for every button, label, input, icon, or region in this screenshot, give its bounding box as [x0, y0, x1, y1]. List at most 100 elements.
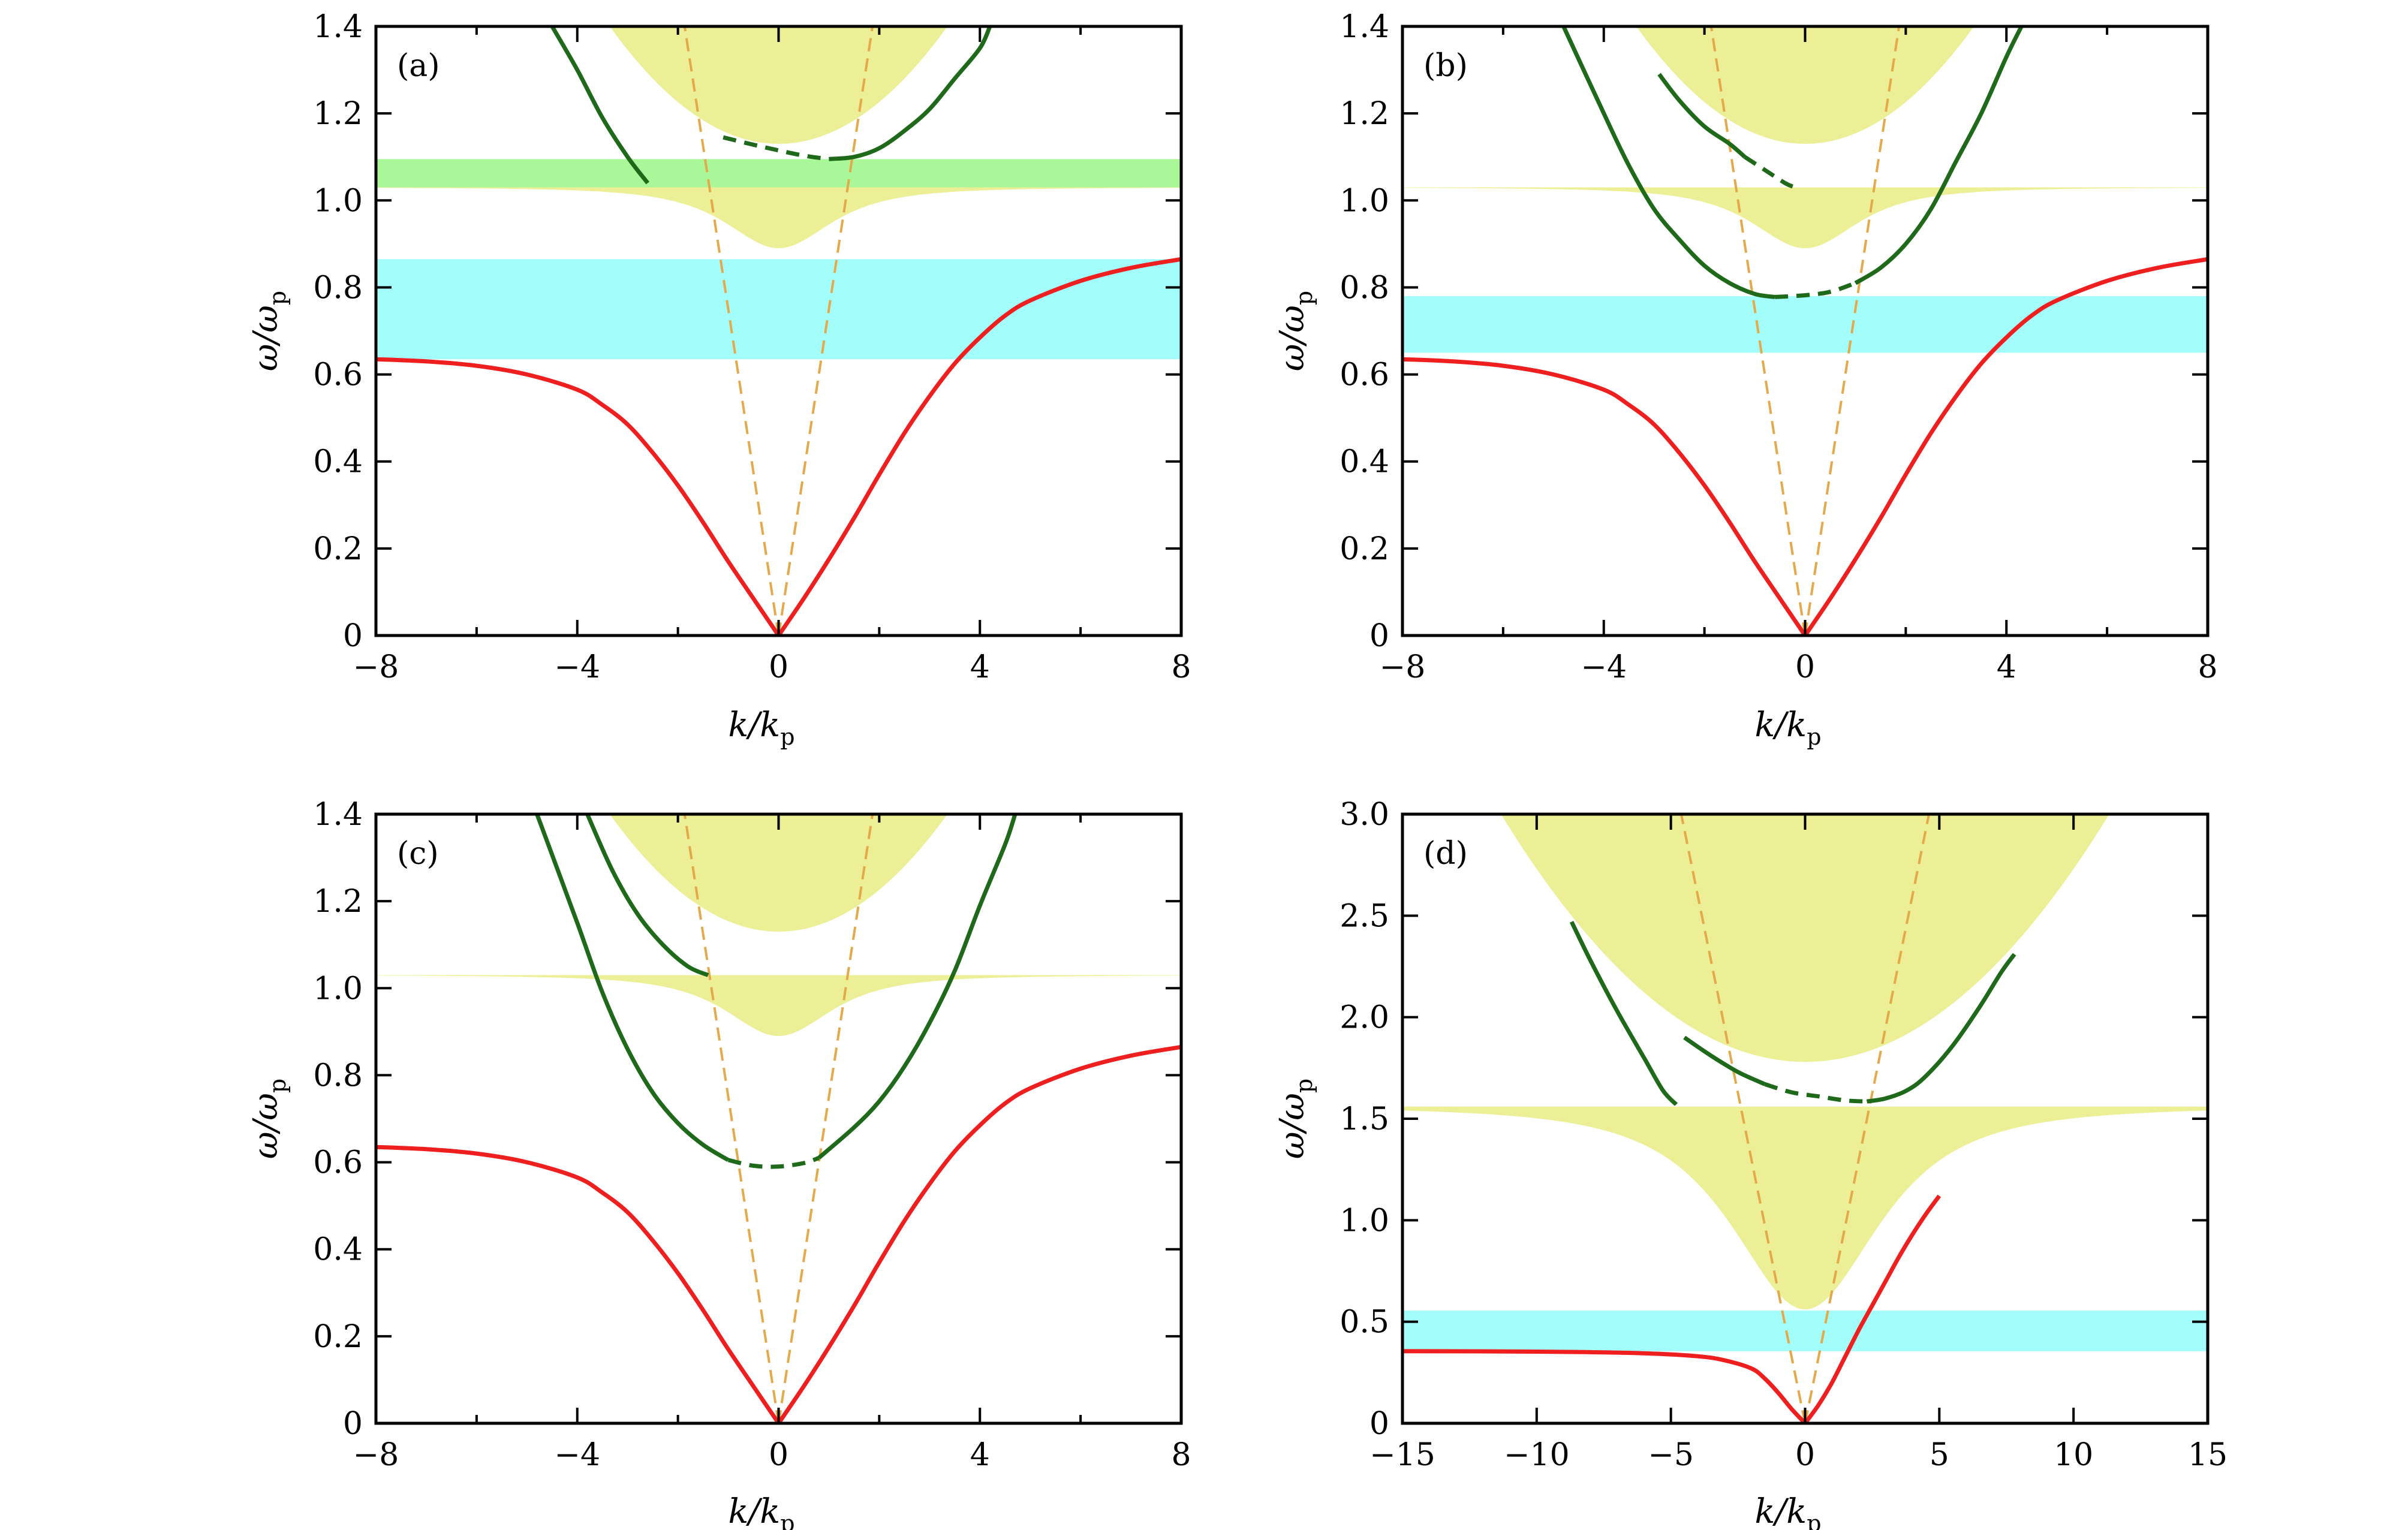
- panel-d-clipped-layer: [1402, 814, 2208, 1423]
- panel-d-ticks: [1401, 813, 2209, 1424]
- panel-b-tick-labels: −8 −4 0 4 8 0 0.2 0.4 0.6 0.8 1.0 1.2 1.4: [1340, 9, 2217, 685]
- panel-b-xtick-label: 8: [2198, 649, 2217, 685]
- panel-d-x-axis-label: k/kp: [1754, 1492, 1821, 1530]
- panel-a-ytick-label: 0: [343, 618, 363, 654]
- panel-a-xtick-label: 0: [769, 649, 788, 685]
- panel-d-xtick-label: −15: [1369, 1437, 1435, 1473]
- panel-c-tick-labels: −8 −4 0 4 8 0 0.2 0.4 0.6 0.8 1.0 1.2 1.4: [313, 797, 1191, 1473]
- panel-a-light-line-right: [777, 26, 874, 636]
- panel-b-lower-branch-right-curve: [1803, 257, 2208, 636]
- panel-a-xtick-label: −4: [554, 649, 600, 685]
- panel-c-middle-branch-left-curve: [535, 814, 730, 1162]
- panel-a-upper-continuum-region: [609, 26, 948, 144]
- panel-a-cyan-gap-band: [376, 259, 1181, 360]
- panel-a-ytick-label: 0.2: [313, 531, 363, 567]
- panel-a-ytick-label: 0.4: [313, 444, 363, 480]
- panel-d-lower-branch-right-curve: [1803, 1194, 1942, 1423]
- panel-b-ytick-label: 0.2: [1340, 531, 1389, 567]
- panel-a-xtick-label: −8: [353, 649, 399, 685]
- panel-b-xtick-label: 4: [1997, 649, 2016, 685]
- panel-d-middle-branch-left-curve: [1569, 920, 1678, 1106]
- panel-c-middle-branch-right-curve: [817, 814, 1018, 1159]
- panel-a-y-axis-label: ω/ωp: [246, 291, 291, 372]
- panel-d-light-line-left: [1679, 814, 1807, 1423]
- panel-b-ytick-label: 1.2: [1340, 96, 1389, 132]
- panel-c-label: (c): [397, 836, 439, 872]
- panel-d: −15 −10 −5 0 5 10 15 0 0.5 1.0 1.5 2.0 2.5 3.0 (d) k/…: [1273, 797, 2228, 1530]
- panel-a-ytick-label: 0.6: [313, 357, 363, 393]
- panel-d-ytick-label: 1.5: [1340, 1101, 1389, 1137]
- panel-a-clipped-layer: [376, 26, 1181, 636]
- panel-b-xtick-label: −8: [1380, 649, 1426, 685]
- panel-b-mid-continuum-region: [1402, 187, 2208, 249]
- panel-d-upper-branch-left-curve: [1683, 1035, 1766, 1086]
- panel-b-light-line-left: [1709, 26, 1807, 636]
- panel-b-middle-branch-left-curve: [1561, 26, 1775, 299]
- panel-a-light-line-left: [683, 26, 780, 636]
- panel-a-plot-area: [376, 26, 1181, 636]
- panel-a-green-gap-band: [376, 159, 1181, 188]
- panel-a-ytick-label: 0.8: [313, 270, 363, 306]
- panel-c-xtick-label: 0: [769, 1437, 788, 1473]
- panel-d-lower-branch-left-curve: [1402, 1349, 1807, 1423]
- panel-b-ytick-label: 0: [1369, 618, 1389, 654]
- panel-b-upper-branch-dashed-curve: [1743, 155, 1796, 189]
- panel-d-mid-continuum-region: [1402, 1106, 2208, 1310]
- panel-c-x-axis-label: k/kp: [728, 1492, 794, 1530]
- panel-d-ytick-label: 0.5: [1340, 1305, 1389, 1341]
- panel-c-xtick-label: 8: [1171, 1437, 1191, 1473]
- panel-a-lower-branch-left-curve: [376, 357, 781, 636]
- panel-b-lower-branch-left-curve: [1402, 357, 1807, 636]
- panel-c-ytick-label: 0: [343, 1406, 363, 1442]
- panel-d-cyan-gap-band: [1402, 1311, 2208, 1351]
- panel-c-y-axis-label: ω/ωp: [246, 1079, 291, 1159]
- panel-c-light-line-right: [777, 814, 874, 1423]
- panel-c-ticks: [375, 813, 1182, 1424]
- panel-b-upper-branch-left-curve: [1657, 73, 1747, 159]
- panel-c-plot-area: [376, 814, 1181, 1423]
- panel-b-clipped-layer: [1402, 26, 2208, 636]
- panel-a-upper-branch-right-curve: [829, 26, 992, 161]
- panel-b-ytick-label: 0.6: [1340, 357, 1389, 393]
- panel-d-upper-branch-dashed-curve: [1764, 1082, 1867, 1104]
- panel-a-mid-continuum-region: [376, 187, 1181, 249]
- panel-c-ytick-label: 1.4: [313, 797, 363, 833]
- panel-a-ytick-label: 1.2: [313, 96, 363, 132]
- panel-d-light-line-right: [1804, 814, 1931, 1423]
- panel-c-clipped-layer: [376, 814, 1181, 1423]
- panel-c-ytick-label: 0.2: [313, 1319, 363, 1355]
- panel-c-upper-continuum-region: [609, 814, 948, 932]
- panel-d-ytick-label: 1.0: [1340, 1203, 1389, 1239]
- panel-b-cyan-gap-band: [1402, 296, 2208, 353]
- panel-b-xtick-label: 0: [1795, 649, 1815, 685]
- panel-b-middle-branch-right-curve: [1854, 26, 2024, 285]
- panel-b-plot-area: [1402, 26, 2208, 636]
- panel-d-ytick-label: 0: [1369, 1406, 1389, 1442]
- panel-c-ytick-label: 0.6: [313, 1145, 363, 1181]
- panel-a-tick-labels: −8 −4 0 4 8 0 0.2 0.4 0.6 0.8 1.0 1.2 1.4: [313, 9, 1191, 685]
- panel-b-ticks: [1401, 25, 2209, 637]
- panel-c-mid-continuum-region: [376, 975, 1181, 1037]
- panel-d-xtick-label: −5: [1648, 1437, 1694, 1473]
- panel-d-xtick-label: 15: [2188, 1437, 2228, 1473]
- panel-a-label: (a): [397, 48, 440, 84]
- panel-d-plot-area: [1402, 814, 2208, 1423]
- panel-a-ytick-label: 1.0: [313, 183, 363, 219]
- panel-d-upper-continuum-region: [1501, 814, 2109, 1062]
- panel-a-lower-branch-right-curve: [776, 257, 1181, 636]
- panel-b: −8 −4 0 4 8 0 0.2 0.4 0.6 0.8 1.0 1.2 1.4 (b) k/kp ω…: [1273, 9, 2218, 750]
- panel-a-ticks: [375, 25, 1182, 637]
- panel-d-ytick-label: 2.5: [1340, 898, 1389, 934]
- panel-b-ytick-label: 0.4: [1340, 444, 1389, 480]
- panel-d-xtick-label: 5: [1930, 1437, 1949, 1473]
- panel-d-tick-labels: −15 −10 −5 0 5 10 15 0 0.5 1.0 1.5 2.0 2.5 3.0: [1340, 797, 2228, 1473]
- panel-c-xtick-label: −4: [554, 1437, 600, 1473]
- panel-d-xtick-label: 0: [1795, 1437, 1815, 1473]
- panel-b-ytick-label: 0.8: [1340, 270, 1389, 306]
- panel-b-upper-continuum-region: [1636, 26, 1974, 144]
- panel-a-x-axis-label: k/kp: [728, 706, 794, 750]
- panel-c-middle-branch-dashed-curve: [727, 1156, 820, 1169]
- panel-b-xtick-label: −4: [1581, 649, 1627, 685]
- panel-b-y-axis-label: ω/ωp: [1273, 291, 1317, 372]
